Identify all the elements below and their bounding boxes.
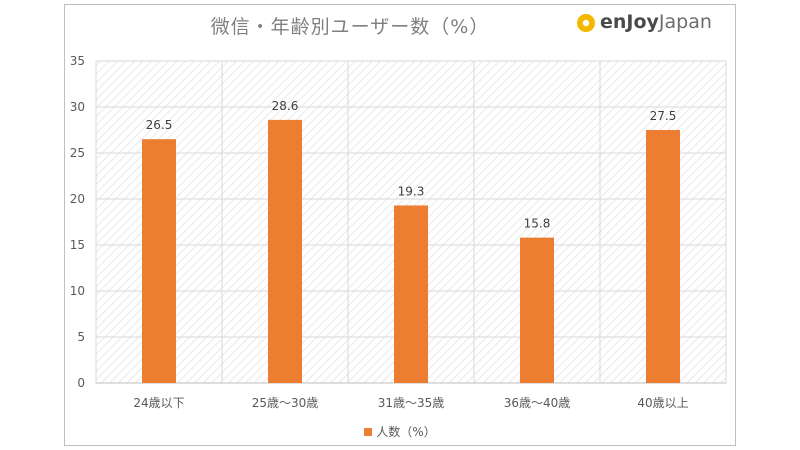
data-label: 15.8 — [524, 217, 551, 231]
y-tick-label: 20 — [70, 192, 85, 206]
bar — [394, 205, 428, 383]
y-tick-label: 0 — [77, 376, 85, 390]
chart-title: 微信・年齢別ユーザー数（%） — [210, 16, 490, 38]
y-tick-label: 30 — [70, 100, 85, 114]
legend-swatch — [364, 427, 373, 436]
data-label: 28.6 — [272, 99, 299, 113]
y-axis-ticks: 0 5 10 15 20 25 30 35 — [70, 54, 85, 390]
bar — [520, 237, 554, 383]
y-tick-label: 25 — [70, 146, 85, 160]
bar — [142, 139, 176, 383]
logo-mark-icon — [577, 14, 595, 32]
bars — [142, 119, 680, 383]
y-tick-label: 10 — [70, 284, 85, 298]
legend: 人数（%） — [0, 423, 800, 440]
data-labels: 26.5 28.6 19.3 15.8 27.5 — [146, 99, 677, 231]
bar — [646, 130, 680, 383]
y-tick-label: 35 — [70, 54, 85, 68]
x-tick-label: 24歳以下 — [133, 396, 184, 410]
y-tick-label: 15 — [70, 238, 85, 252]
x-tick-label: 40歳以上 — [637, 396, 688, 410]
x-axis-ticks: 24歳以下 25歳〜30歳 31歳〜35歳 36歳〜40歳 40歳以上 — [133, 396, 688, 410]
bar — [268, 119, 302, 383]
data-label: 19.3 — [398, 184, 425, 198]
data-label: 26.5 — [146, 118, 173, 132]
legend-label: 人数（%） — [376, 425, 436, 439]
y-tick-label: 5 — [77, 330, 85, 344]
x-tick-label: 36歳〜40歳 — [504, 396, 571, 410]
data-label: 27.5 — [650, 109, 677, 123]
logo-text: enJoyJapan — [600, 11, 712, 33]
x-tick-label: 25歳〜30歳 — [252, 396, 319, 410]
x-tick-label: 31歳〜35歳 — [378, 396, 445, 410]
